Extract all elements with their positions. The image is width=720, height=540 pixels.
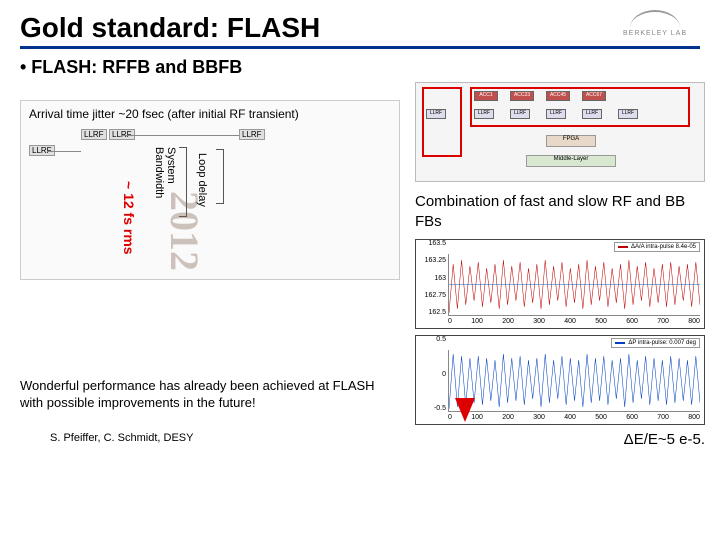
slide-title: Gold standard: FLASH: [20, 12, 700, 44]
attribution: S. Pfeiffer, C. Schmidt, DESY: [50, 432, 400, 444]
chart1-legend: ΔA/A intra-pulse 8.4e-05: [614, 242, 700, 252]
jitter-chart: Arrival time jitter ~20 fsec (after init…: [20, 100, 400, 280]
lab-logo: BERKELEY LAB: [610, 10, 700, 50]
chart2-legend: ΔP intra-pulse: 0.007 deg: [611, 338, 700, 348]
down-arrow-icon: [455, 398, 475, 422]
llrf-tag: LLRF: [239, 129, 265, 140]
conclusion-text: Wonderful performance has already been a…: [20, 378, 400, 412]
loop-delay-span: [216, 149, 224, 204]
main-bullet: • FLASH: RFFB and BBFB: [20, 57, 700, 78]
llrf-tag: LLRF: [81, 129, 107, 140]
de-over-e: ΔE/E~5 e-5.: [415, 431, 705, 448]
title-underline: [20, 46, 700, 49]
jitter-label: Arrival time jitter ~20 fsec (after init…: [25, 105, 395, 123]
rms-label: ~ 12 fs rms: [121, 181, 137, 255]
year-watermark: 2012: [161, 191, 208, 271]
amplitude-chart: ΔA/A intra-pulse 8.4e-05 163.5 163.25 16…: [415, 239, 705, 329]
combination-text: Combination of fast and slow RF and BB F…: [415, 192, 705, 231]
system-diagram: ACC1 ACC23 ACC45 ACC67 LLRF LLRF LLRF LL…: [415, 82, 705, 182]
